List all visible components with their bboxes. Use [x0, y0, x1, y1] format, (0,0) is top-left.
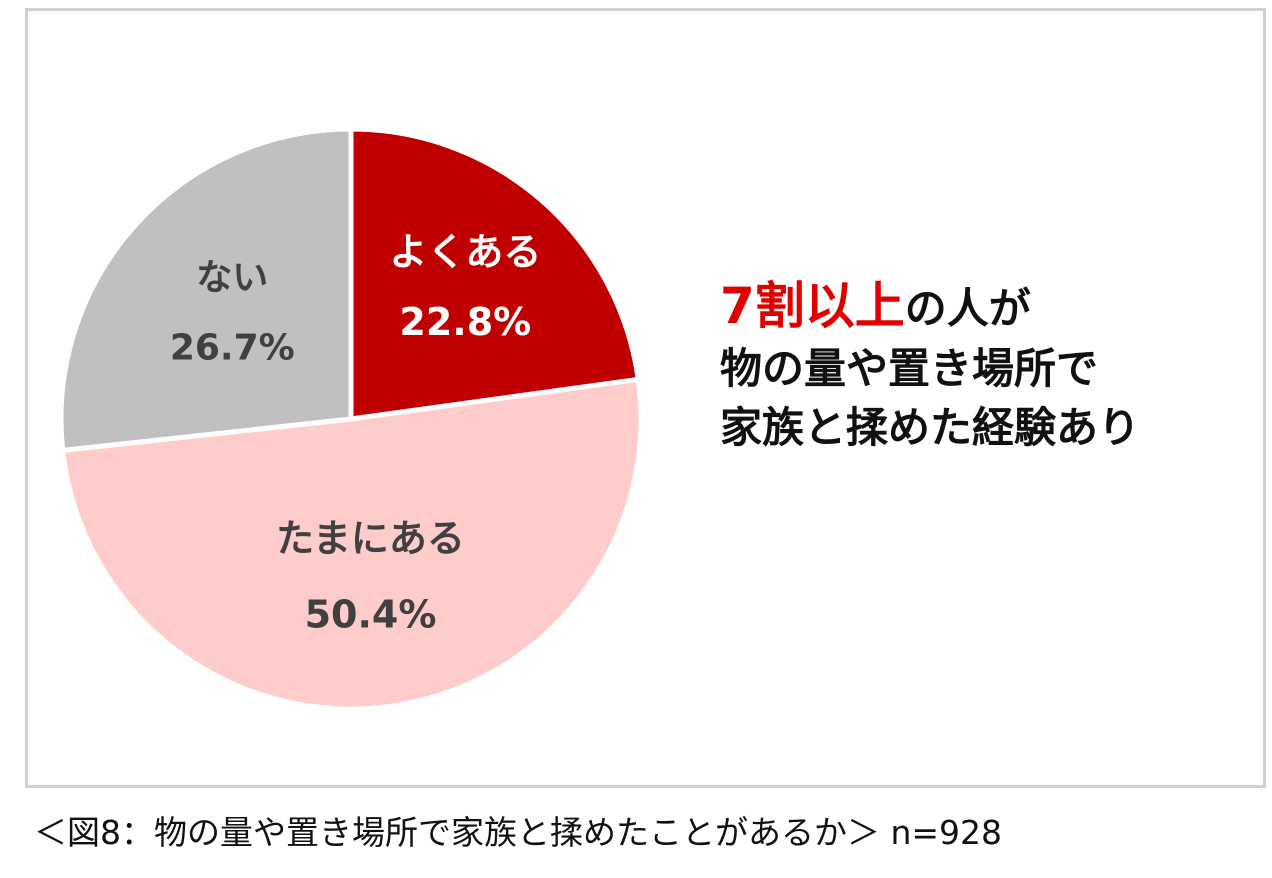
pie-slice	[59, 376, 644, 712]
slice-category-label: よくある	[389, 230, 541, 274]
chart-frame: よくある 22.8% たまにある 50.4% ない 26.7% 7割以上の人が 物の量や置…	[25, 8, 1266, 788]
callout-line-1-rest: の人が	[904, 284, 1031, 333]
callout-line-3: 家族と揉めた経験あり	[720, 403, 1141, 452]
slice-value-label: 22.8%	[399, 300, 531, 344]
figure-caption: ＜図8：物の量や置き場所で家族と揉めたことがあるか＞ n=928	[34, 813, 1003, 852]
slice-category-label: ない	[196, 257, 268, 298]
callout-line-1: 7割以上の人が	[720, 281, 1140, 331]
callout-line-2: 物の量や置き場所で	[720, 344, 1099, 393]
callout-text: 7割以上の人が 物の量や置き場所で 家族と揉めた経験あり	[720, 281, 1140, 466]
slice-value-label: 50.4%	[305, 592, 437, 636]
pie-chart: よくある 22.8% たまにある 50.4% ない 26.7%	[58, 126, 644, 712]
pie-slice	[58, 126, 354, 454]
slice-category-label: たまにある	[276, 516, 465, 560]
pie-slice	[348, 126, 642, 422]
slice-value-label: 26.7%	[170, 327, 295, 368]
callout-highlight: 7割以上	[720, 277, 905, 335]
